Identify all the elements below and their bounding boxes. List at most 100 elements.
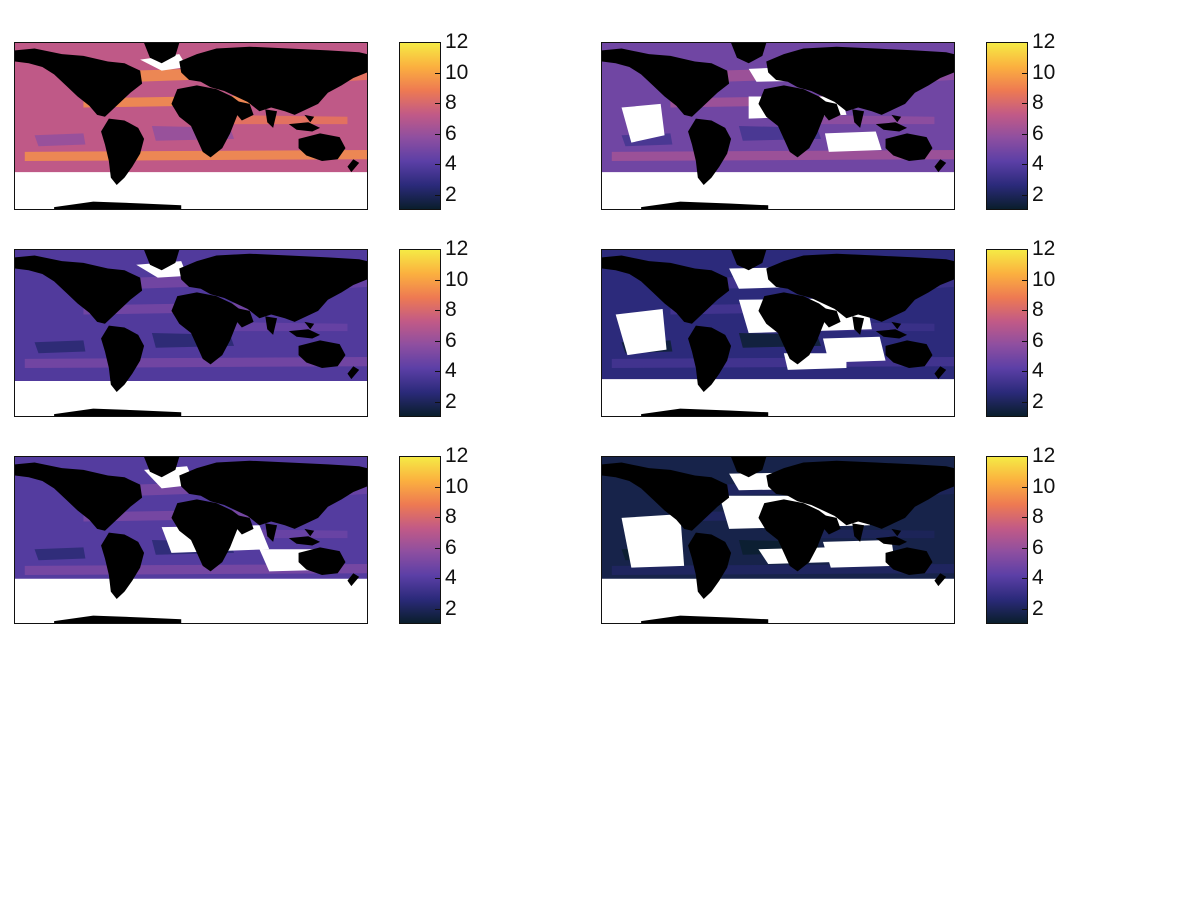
intensity-band: [132, 275, 191, 289]
land-mass: [232, 100, 254, 121]
colorbar-tick-label: 8: [445, 91, 457, 115]
land-mass: [298, 547, 346, 576]
southern-mask: [602, 388, 954, 416]
land-mass: [602, 462, 730, 531]
colorbar-panel-r1-c2: [986, 42, 1028, 210]
colorbar-tick-label: 4: [1032, 152, 1044, 176]
land-mass: [144, 457, 180, 478]
land-mass: [819, 100, 841, 121]
colorbar-tick-mark: [435, 249, 441, 250]
colorbar-tick-mark: [435, 456, 441, 457]
map-panel-r2-c2: [601, 249, 955, 417]
colorbar-tick-mark: [435, 486, 441, 488]
colorbar-tick-mark: [435, 608, 441, 610]
colorbar-tick-label: 2: [445, 596, 457, 620]
land-mass: [688, 325, 732, 393]
land-mass: [758, 292, 829, 365]
antarctica-edge: [641, 615, 769, 623]
land-mass: [885, 547, 933, 576]
land-mass: [347, 159, 360, 173]
colorbar-tick-label: 10: [1032, 267, 1056, 291]
land-mass: [288, 329, 321, 339]
land-mass: [179, 460, 367, 529]
colorbar-tick-mark: [435, 279, 441, 281]
colorbar-tick-mark: [435, 103, 441, 105]
colorbar-tick-mark: [435, 310, 441, 312]
colorbar-tick-mark: [435, 401, 441, 403]
colorbar-tick-mark: [435, 578, 441, 580]
map-field: [602, 250, 954, 416]
antarctica-edge: [54, 615, 182, 623]
land-mass: [819, 514, 841, 535]
missing-data-region: [615, 309, 667, 356]
land-mass: [891, 321, 902, 330]
colorbar-tick-label: 6: [1032, 328, 1044, 352]
colorbar-tick-label: 6: [1032, 121, 1044, 145]
colorbar-tick-label: 12: [445, 30, 469, 53]
colorbar-tick-label: 8: [1032, 505, 1044, 529]
land-mass: [304, 114, 315, 123]
intensity-band: [132, 68, 191, 82]
colorbar-tick-label: 2: [445, 389, 457, 413]
southern-mask: [15, 595, 367, 623]
colorbar-tick-mark: [1022, 371, 1028, 373]
land-mass: [101, 532, 145, 600]
antarctica-edge: [641, 408, 769, 416]
land-mass: [144, 43, 180, 64]
colorbar-tick-label: 2: [1032, 182, 1044, 206]
colorbar-tick-mark: [435, 340, 441, 342]
colorbar-tick-label: 12: [1032, 237, 1056, 260]
colorbar-tick-mark: [1022, 608, 1028, 610]
map-panel-r1-c2: [601, 42, 955, 210]
colorbar-tick-mark: [1022, 547, 1028, 549]
land-mass: [101, 118, 145, 186]
missing-data-region: [621, 103, 665, 143]
southern-mask: [602, 181, 954, 209]
land-mass: [885, 133, 933, 162]
land-mass: [731, 43, 767, 64]
land-mass: [304, 528, 315, 537]
southern-mask: [602, 595, 954, 623]
land-mass: [688, 532, 732, 600]
land-mass: [347, 573, 360, 587]
colorbar-tick-label: 10: [445, 474, 469, 498]
colorbar-tick-label: 12: [1032, 30, 1056, 53]
land-mass: [288, 122, 321, 132]
colorbar-tick-mark: [1022, 578, 1028, 580]
colorbar-tick-label: 8: [445, 298, 457, 322]
land-mass: [179, 46, 367, 115]
colorbar-tick-label: 10: [1032, 60, 1056, 84]
colorbar-tick-mark: [435, 371, 441, 373]
map-panel-r3-c1: [14, 456, 368, 624]
antarctica-edge: [54, 408, 182, 416]
land-mass: [885, 340, 933, 369]
land-mass: [602, 255, 730, 324]
land-mass: [171, 85, 242, 158]
land-mass: [934, 159, 947, 173]
low-patch: [34, 126, 235, 147]
colorbar-tick-label: 10: [445, 60, 469, 84]
colorbar-tick-label: 8: [1032, 91, 1044, 115]
land-mass: [934, 573, 947, 587]
colorbar-tick-mark: [435, 517, 441, 519]
land-mass: [298, 340, 346, 369]
colorbar-tick-mark: [1022, 164, 1028, 166]
colorbar-tick-mark: [1022, 486, 1028, 488]
land-mass: [766, 460, 954, 529]
colorbar-tick-mark: [1022, 517, 1028, 519]
colorbar-panel-r1-c1: [399, 42, 441, 210]
missing-data-region: [621, 514, 685, 568]
map-field: [15, 43, 367, 209]
land-mass: [731, 250, 767, 271]
colorbar-tick-label: 2: [1032, 389, 1044, 413]
map-field: [602, 457, 954, 623]
low-patch: [621, 126, 822, 147]
colorbar-tick-mark: [1022, 133, 1028, 135]
colorbar-tick-mark: [1022, 401, 1028, 403]
colorbar-panel-r3-c2: [986, 456, 1028, 624]
colorbar-tick-mark: [435, 72, 441, 74]
colorbar-tick-mark: [1022, 103, 1028, 105]
colorbar-tick-label: 10: [445, 267, 469, 291]
colorbar-tick-label: 8: [445, 505, 457, 529]
colorbar-tick-mark: [435, 164, 441, 166]
